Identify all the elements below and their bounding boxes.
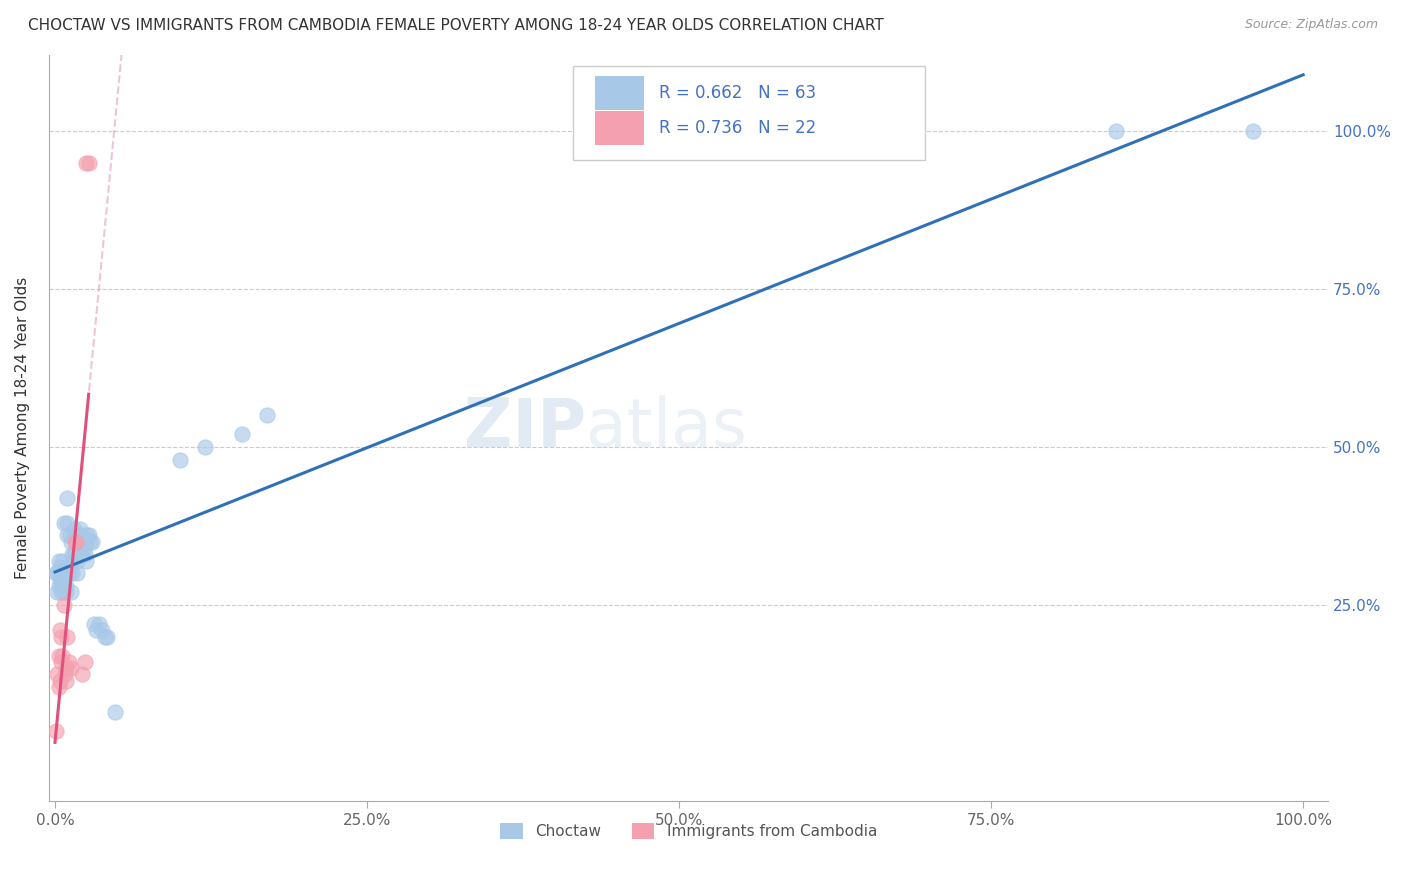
Point <box>56 491 79 505</box>
Point <box>51 648 73 663</box>
Point <box>82 534 104 549</box>
Point <box>69 522 91 536</box>
Point <box>79 534 101 549</box>
Point <box>46 566 69 581</box>
Point <box>48 554 70 568</box>
Point <box>52 598 75 612</box>
Point <box>51 573 73 587</box>
Point <box>63 528 86 542</box>
Point <box>46 667 69 681</box>
Point <box>66 554 89 568</box>
Point <box>45 724 67 739</box>
Point <box>56 528 79 542</box>
Point <box>1241 124 1264 138</box>
Point <box>53 667 76 681</box>
Point <box>49 560 72 574</box>
Point <box>52 516 75 530</box>
Point <box>56 516 79 530</box>
Point <box>65 534 87 549</box>
Point <box>45 566 67 581</box>
Point <box>51 655 73 669</box>
Point <box>169 452 191 467</box>
Point <box>49 673 72 688</box>
Point <box>77 155 100 169</box>
Text: R = 0.736   N = 22: R = 0.736 N = 22 <box>659 119 817 136</box>
Point <box>256 409 278 423</box>
Point <box>60 661 83 675</box>
Point <box>55 585 77 599</box>
Point <box>75 534 97 549</box>
Point <box>58 566 80 581</box>
Text: R = 0.662   N = 63: R = 0.662 N = 63 <box>659 84 815 102</box>
Point <box>194 440 217 454</box>
Text: CHOCTAW VS IMMIGRANTS FROM CAMBODIA FEMALE POVERTY AMONG 18-24 YEAR OLDS CORRELA: CHOCTAW VS IMMIGRANTS FROM CAMBODIA FEMA… <box>28 18 884 33</box>
Point <box>48 579 70 593</box>
Point <box>87 616 110 631</box>
Point <box>51 579 73 593</box>
Point <box>58 655 80 669</box>
Point <box>55 673 77 688</box>
Point <box>49 624 72 638</box>
Point <box>72 667 94 681</box>
FancyBboxPatch shape <box>595 112 644 145</box>
Point <box>53 560 76 574</box>
Point <box>76 528 98 542</box>
Text: atlas: atlas <box>586 395 747 461</box>
Point <box>52 579 75 593</box>
Point <box>75 155 97 169</box>
FancyBboxPatch shape <box>595 76 644 110</box>
Point <box>91 624 114 638</box>
Point <box>72 534 94 549</box>
Point <box>59 528 82 542</box>
Text: ZIP: ZIP <box>464 395 586 461</box>
Point <box>59 560 82 574</box>
Point <box>73 548 96 562</box>
Point <box>55 661 77 675</box>
Point <box>67 541 90 555</box>
Point <box>53 566 76 581</box>
Point <box>46 585 69 599</box>
Point <box>60 534 83 549</box>
Point <box>231 427 253 442</box>
Point <box>62 566 84 581</box>
Point <box>63 548 86 562</box>
Point <box>63 534 86 549</box>
Point <box>62 522 84 536</box>
Point <box>70 548 93 562</box>
Point <box>69 528 91 542</box>
Text: Source: ZipAtlas.com: Source: ZipAtlas.com <box>1244 18 1378 31</box>
Point <box>96 630 118 644</box>
Y-axis label: Female Poverty Among 18-24 Year Olds: Female Poverty Among 18-24 Year Olds <box>15 277 30 579</box>
Point <box>60 585 83 599</box>
Point <box>48 648 70 663</box>
Point <box>49 573 72 587</box>
Point <box>1105 124 1128 138</box>
Point <box>55 579 77 593</box>
Point <box>83 616 105 631</box>
Point <box>51 554 73 568</box>
Point <box>48 680 70 694</box>
Legend: Choctaw, Immigrants from Cambodia: Choctaw, Immigrants from Cambodia <box>494 817 883 846</box>
Point <box>52 585 75 599</box>
FancyBboxPatch shape <box>574 66 925 160</box>
Point <box>65 534 87 549</box>
Point <box>51 585 73 599</box>
Point <box>75 554 97 568</box>
Point <box>72 528 94 542</box>
Point <box>51 630 73 644</box>
Point <box>104 706 127 720</box>
Point <box>94 630 117 644</box>
Point <box>73 541 96 555</box>
Point <box>56 630 79 644</box>
Point <box>66 566 89 581</box>
Point <box>51 566 73 581</box>
Point <box>77 528 100 542</box>
Point <box>73 655 96 669</box>
Point <box>62 548 84 562</box>
Point <box>62 548 84 562</box>
Point <box>84 624 107 638</box>
